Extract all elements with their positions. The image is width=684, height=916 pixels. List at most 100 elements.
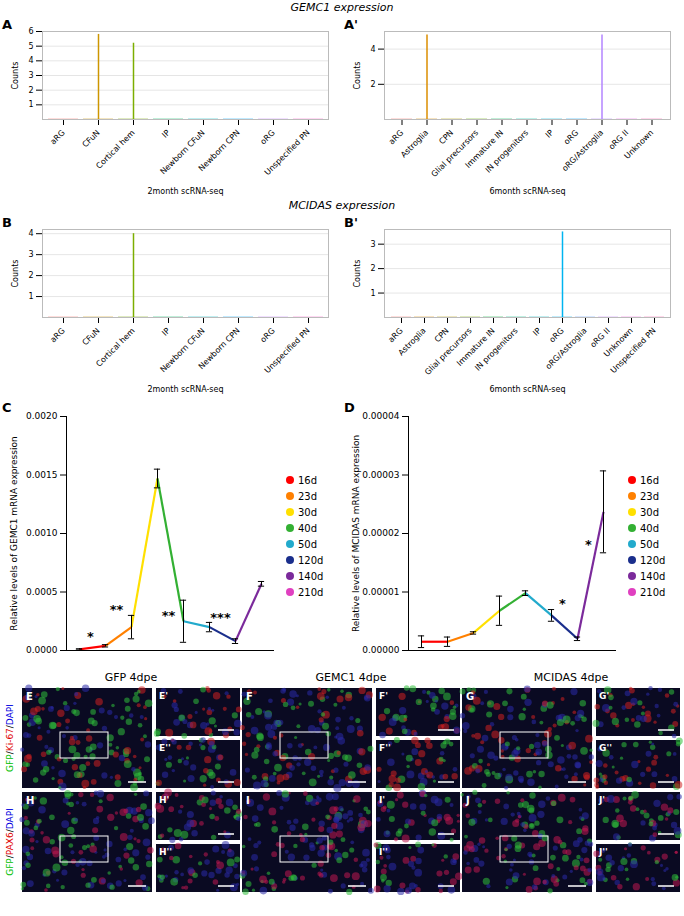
svg-text:J': J' bbox=[598, 795, 605, 805]
svg-text:IP: IP bbox=[160, 128, 172, 140]
svg-text:Newborn CPN: Newborn CPN bbox=[197, 128, 242, 173]
svg-text:1: 1 bbox=[370, 289, 375, 298]
svg-text:6month scRNA-seq: 6month scRNA-seq bbox=[489, 385, 565, 394]
svg-text:I'': I'' bbox=[379, 847, 388, 857]
svg-text:oRG/Astroglia: oRG/Astroglia bbox=[544, 326, 589, 371]
svg-text:Newborn CPN: Newborn CPN bbox=[197, 326, 242, 371]
svg-text:3: 3 bbox=[370, 240, 375, 249]
svg-text:Newborn CFuN: Newborn CFuN bbox=[158, 128, 207, 177]
svg-text:CPN: CPN bbox=[433, 326, 451, 344]
svg-text:G: G bbox=[466, 691, 474, 702]
svg-text:I': I' bbox=[379, 795, 385, 805]
svg-text:IN progenitors: IN progenitors bbox=[484, 128, 531, 175]
svg-text:Newborn CFuN: Newborn CFuN bbox=[158, 326, 207, 375]
svg-text:2: 2 bbox=[28, 86, 33, 95]
svg-text:aRG: aRG bbox=[49, 128, 67, 146]
svg-text:oRG: oRG bbox=[259, 128, 277, 146]
svg-text:1: 1 bbox=[28, 292, 33, 301]
svg-text:5: 5 bbox=[28, 42, 33, 51]
svg-text:0.0015: 0.0015 bbox=[26, 470, 58, 480]
svg-text:*: * bbox=[585, 537, 592, 552]
svg-text:GFP 4dpe: GFP 4dpe bbox=[105, 671, 158, 684]
svg-text:0.00001: 0.00001 bbox=[362, 587, 399, 597]
svg-text:Counts: Counts bbox=[353, 260, 362, 288]
svg-text:4: 4 bbox=[28, 56, 33, 65]
svg-text:I: I bbox=[246, 795, 250, 806]
svg-text:**: ** bbox=[110, 602, 124, 617]
svg-text:CFuN: CFuN bbox=[81, 326, 102, 347]
svg-text:0.00000: 0.00000 bbox=[362, 645, 399, 655]
svg-text:G'': G'' bbox=[599, 743, 612, 753]
svg-text:F'': F'' bbox=[379, 743, 391, 753]
svg-text:oRG II: oRG II bbox=[607, 128, 630, 151]
svg-text:oRG/Astroglia: oRG/Astroglia bbox=[560, 128, 605, 173]
svg-text:*: * bbox=[87, 629, 94, 644]
svg-text:Relative levels of MCIDAS mRNA: Relative levels of MCIDAS mRNA expressio… bbox=[351, 435, 361, 632]
svg-text:0.00002: 0.00002 bbox=[362, 528, 399, 538]
svg-text:Unspecified PN: Unspecified PN bbox=[609, 326, 658, 375]
svg-text:Counts: Counts bbox=[353, 62, 362, 90]
svg-text:2: 2 bbox=[28, 271, 33, 280]
svg-text:0.0010: 0.0010 bbox=[26, 528, 58, 538]
svg-text:2month scRNA-seq: 2month scRNA-seq bbox=[147, 385, 223, 394]
svg-text:oRG: oRG bbox=[259, 326, 277, 344]
svg-text:3: 3 bbox=[28, 71, 33, 80]
svg-text:E: E bbox=[26, 691, 33, 702]
svg-text:4: 4 bbox=[28, 229, 33, 238]
svg-text:6month scRNA-seq: 6month scRNA-seq bbox=[489, 187, 565, 196]
svg-text:2: 2 bbox=[370, 264, 375, 273]
svg-text:3: 3 bbox=[28, 250, 33, 259]
svg-text:IP: IP bbox=[544, 128, 556, 140]
svg-text:J: J bbox=[465, 795, 470, 806]
svg-text:Relative levels of GEMC1 mRNA: Relative levels of GEMC1 mRNA expression bbox=[9, 436, 19, 630]
svg-text:H: H bbox=[26, 795, 34, 806]
svg-text:0.0000: 0.0000 bbox=[26, 645, 58, 655]
svg-text:Unspecified PN: Unspecified PN bbox=[263, 326, 312, 375]
svg-text:IN progenitors: IN progenitors bbox=[473, 326, 520, 373]
svg-text:E'': E'' bbox=[159, 743, 171, 753]
svg-text:GFP/PAX6/DAPI: GFP/PAX6/DAPI bbox=[5, 808, 15, 876]
svg-text:0.00003: 0.00003 bbox=[362, 470, 399, 480]
svg-text:Cortical hem: Cortical hem bbox=[94, 128, 137, 171]
svg-text:aRG: aRG bbox=[387, 326, 405, 344]
svg-text:H': H' bbox=[159, 795, 169, 805]
svg-text:H'': H'' bbox=[159, 847, 172, 857]
svg-text:4: 4 bbox=[370, 45, 375, 54]
svg-text:GEMC1 4dpe: GEMC1 4dpe bbox=[316, 671, 387, 684]
svg-text:CFuN: CFuN bbox=[81, 128, 102, 149]
svg-text:aRG: aRG bbox=[387, 128, 405, 146]
svg-text:2: 2 bbox=[370, 80, 375, 89]
svg-text:IP: IP bbox=[160, 326, 172, 338]
svg-text:Unspecified PN: Unspecified PN bbox=[263, 128, 312, 177]
svg-text:*: * bbox=[559, 596, 566, 611]
svg-text:IP: IP bbox=[531, 326, 543, 338]
svg-text:oRG: oRG bbox=[548, 326, 566, 344]
svg-text:1: 1 bbox=[28, 100, 33, 109]
svg-text:CPN: CPN bbox=[437, 128, 455, 146]
svg-text:F: F bbox=[246, 691, 253, 702]
svg-text:2month scRNA-seq: 2month scRNA-seq bbox=[147, 187, 223, 196]
svg-text:**: ** bbox=[162, 608, 176, 623]
svg-text:Counts: Counts bbox=[11, 260, 20, 288]
svg-text:0.00004: 0.00004 bbox=[362, 411, 399, 421]
svg-text:Immature IN: Immature IN bbox=[463, 128, 506, 170]
svg-text:oRG: oRG bbox=[562, 128, 580, 146]
svg-text:E': E' bbox=[159, 691, 168, 701]
svg-text:Cortical hem: Cortical hem bbox=[94, 326, 137, 369]
svg-text:6: 6 bbox=[28, 27, 33, 36]
svg-text:0.0020: 0.0020 bbox=[26, 411, 58, 421]
svg-text:Counts: Counts bbox=[11, 62, 20, 90]
svg-text:J'': J'' bbox=[598, 847, 608, 857]
svg-text:F': F' bbox=[379, 691, 388, 701]
svg-text:Astroglia: Astroglia bbox=[399, 128, 430, 159]
svg-text:GFP/Ki-67/DAPI: GFP/Ki-67/DAPI bbox=[5, 704, 15, 772]
svg-text:Unknown: Unknown bbox=[623, 128, 656, 161]
svg-text:G': G' bbox=[599, 691, 609, 701]
svg-text:Glial precursors: Glial precursors bbox=[423, 326, 474, 377]
svg-text:***: *** bbox=[210, 610, 231, 625]
svg-text:aRG: aRG bbox=[49, 326, 67, 344]
svg-text:0.0005: 0.0005 bbox=[26, 587, 58, 597]
svg-text:Astroglia: Astroglia bbox=[396, 326, 427, 357]
svg-text:MCIDAS 4dpe: MCIDAS 4dpe bbox=[534, 671, 609, 684]
svg-text:Glial precursors: Glial precursors bbox=[429, 128, 481, 179]
